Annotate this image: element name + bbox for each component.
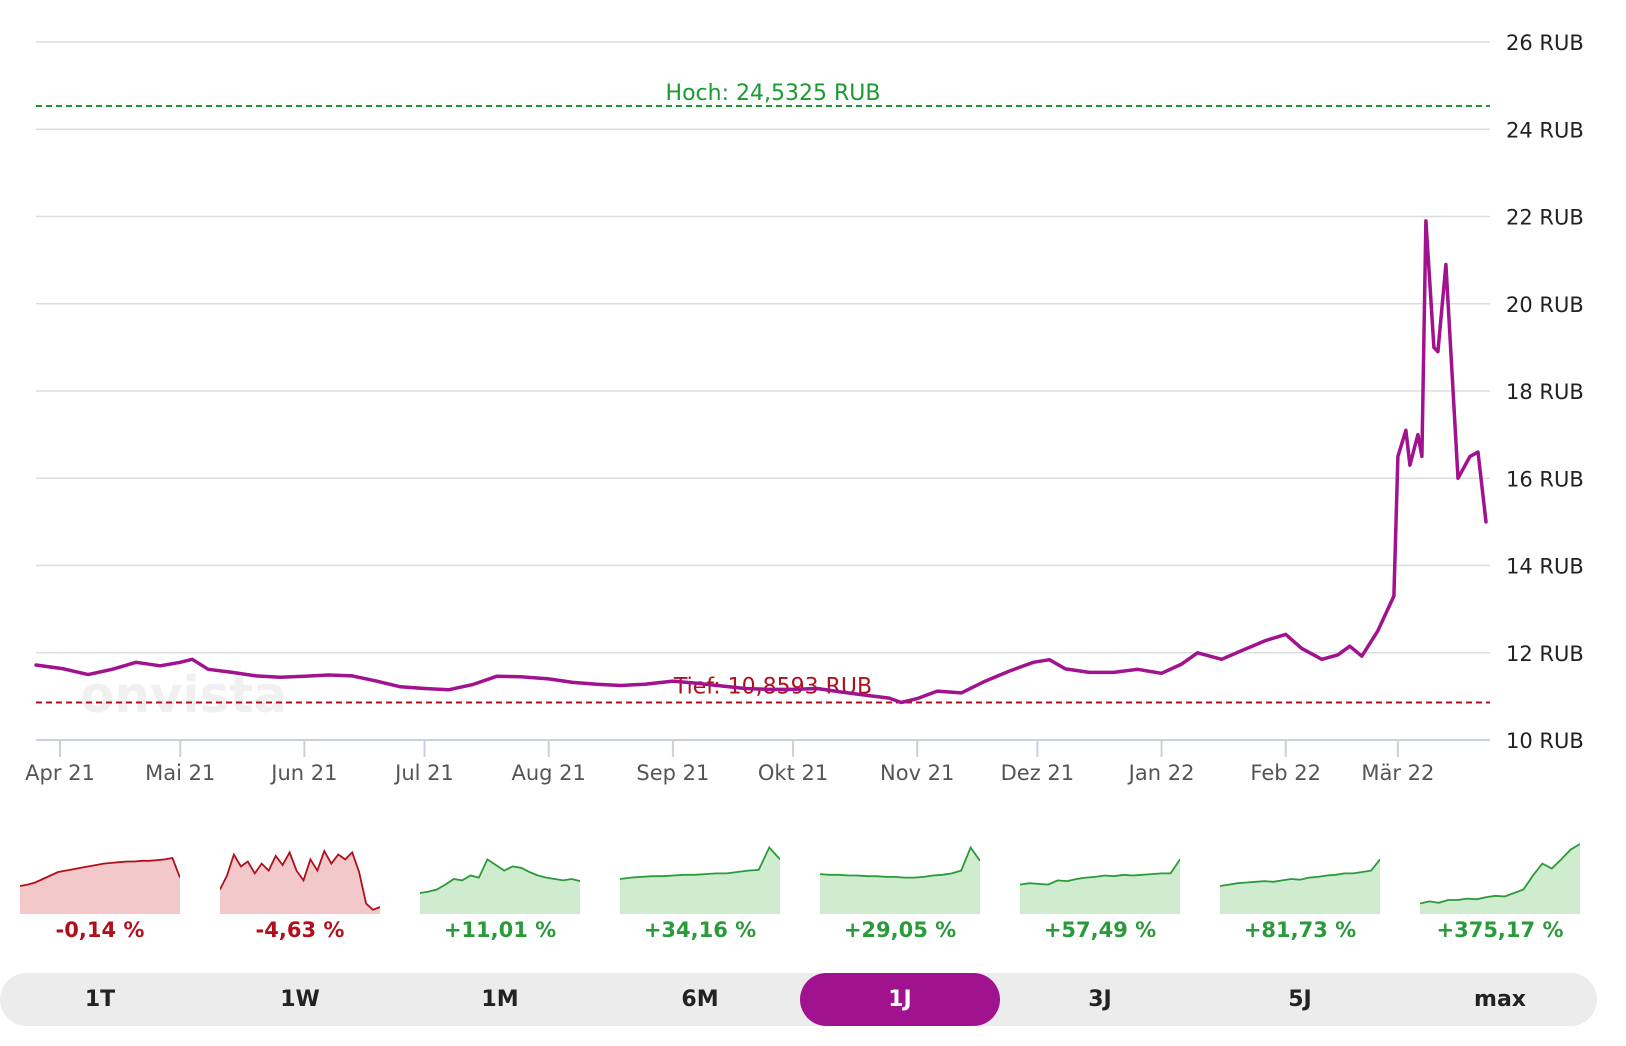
tab-5J[interactable]: 5J [1288, 987, 1312, 1012]
mini-line [420, 858, 580, 894]
x-tick-label: Mär 22 [1361, 761, 1434, 785]
mini-area [20, 858, 180, 914]
y-tick-label: 24 RUB [1506, 118, 1584, 142]
mini-chart-1M[interactable]: +11,01 % [420, 838, 580, 948]
x-tick-label: Sep 21 [636, 761, 709, 785]
change-label-1J: +29,05 % [843, 918, 957, 942]
performance-strip: -0,14 % -4,63 % +11,01 % +34,16 % +29,05… [0, 838, 1626, 948]
tab-6M[interactable]: 6M [681, 987, 719, 1012]
mini-area [1220, 859, 1380, 914]
mini-line [1420, 843, 1580, 905]
timeframe-tabs: 1T 1W 1M 6M 1J 3J 5J max [0, 973, 1597, 1026]
high-label: Hoch: 24,5325 RUB [666, 81, 881, 106]
mini-area [820, 847, 980, 914]
price-series [34, 219, 1488, 705]
change-label-1T: -0,14 % [55, 918, 145, 942]
change-label-1M: +11,01 % [443, 918, 557, 942]
y-tick-label: 10 RUB [1506, 729, 1584, 753]
change-label-5J: +81,73 % [1243, 918, 1357, 942]
mini-line [820, 845, 980, 879]
x-axis: Apr 21 Mai 21 Jun 21 Jul 21 Aug 21 Sep 21 Okt … [25, 739, 1490, 785]
mini-chart-1T[interactable]: -0,14 % [20, 838, 180, 948]
mini-area [420, 859, 580, 914]
x-tick-label: Jun 21 [269, 761, 337, 785]
x-tick-label: Okt 21 [758, 761, 828, 785]
mini-chart-3J[interactable]: +57,49 % [1020, 838, 1180, 948]
tab-max[interactable]: max [1474, 987, 1526, 1012]
x-tick-label: Dez 21 [1001, 761, 1075, 785]
y-tick-label: 14 RUB [1506, 555, 1584, 579]
mini-line [1020, 858, 1180, 886]
tab-1J[interactable]: 1J [800, 973, 1000, 1026]
x-tick-label: Mai 21 [145, 761, 215, 785]
mini-area [1020, 859, 1180, 914]
mini-chart-1W[interactable]: -4,63 % [220, 838, 380, 948]
x-tick-label: Feb 22 [1250, 761, 1321, 785]
price-line [34, 219, 1488, 705]
mini-line [220, 848, 380, 911]
tab-1W[interactable]: 1W [280, 987, 320, 1012]
mini-line [620, 845, 780, 880]
x-tick-label: Apr 21 [25, 761, 95, 785]
mini-chart-max[interactable]: +375,17 % [1420, 838, 1580, 948]
y-tick-label: 22 RUB [1506, 206, 1584, 230]
low-label: Tief: 10,8593 RUB [673, 675, 872, 700]
mini-area [620, 847, 780, 914]
x-tick-label: Nov 21 [880, 761, 954, 785]
x-tick-label: Jul 21 [393, 761, 454, 785]
y-tick-label: 20 RUB [1506, 293, 1584, 317]
x-tick-label: Aug 21 [512, 761, 586, 785]
high-low-lines: Hoch: 24,5325 RUB Tief: 10,8593 RUB [36, 81, 1490, 704]
y-tick-label: 16 RUB [1506, 467, 1584, 491]
tab-1M[interactable]: 1M [481, 987, 519, 1012]
mini-line [20, 856, 180, 887]
mini-area [220, 851, 380, 914]
grid-lines [36, 41, 1490, 654]
tab-3J[interactable]: 3J [1088, 987, 1112, 1012]
y-tick-label: 12 RUB [1506, 642, 1584, 666]
mini-line [1220, 858, 1380, 887]
mini-chart-5J[interactable]: +81,73 % [1220, 838, 1380, 948]
mini-area [1420, 844, 1580, 914]
x-tick-label: Jan 22 [1127, 761, 1195, 785]
y-tick-label: 18 RUB [1506, 380, 1584, 404]
change-label-max: +375,17 % [1436, 918, 1564, 942]
change-label-3J: +57,49 % [1043, 918, 1157, 942]
y-tick-label: 26 RUB [1506, 31, 1584, 55]
mini-chart-6M[interactable]: +34,16 % [620, 838, 780, 948]
y-axis-labels: 26 RUB 24 RUB 22 RUB 20 RUB 18 RUB 16 RUB 14 R… [1506, 31, 1584, 753]
mini-chart-1J[interactable]: +29,05 % [820, 838, 980, 948]
change-label-6M: +34,16 % [643, 918, 757, 942]
change-label-1W: -4,63 % [255, 918, 345, 942]
tab-1T[interactable]: 1T [84, 987, 116, 1012]
